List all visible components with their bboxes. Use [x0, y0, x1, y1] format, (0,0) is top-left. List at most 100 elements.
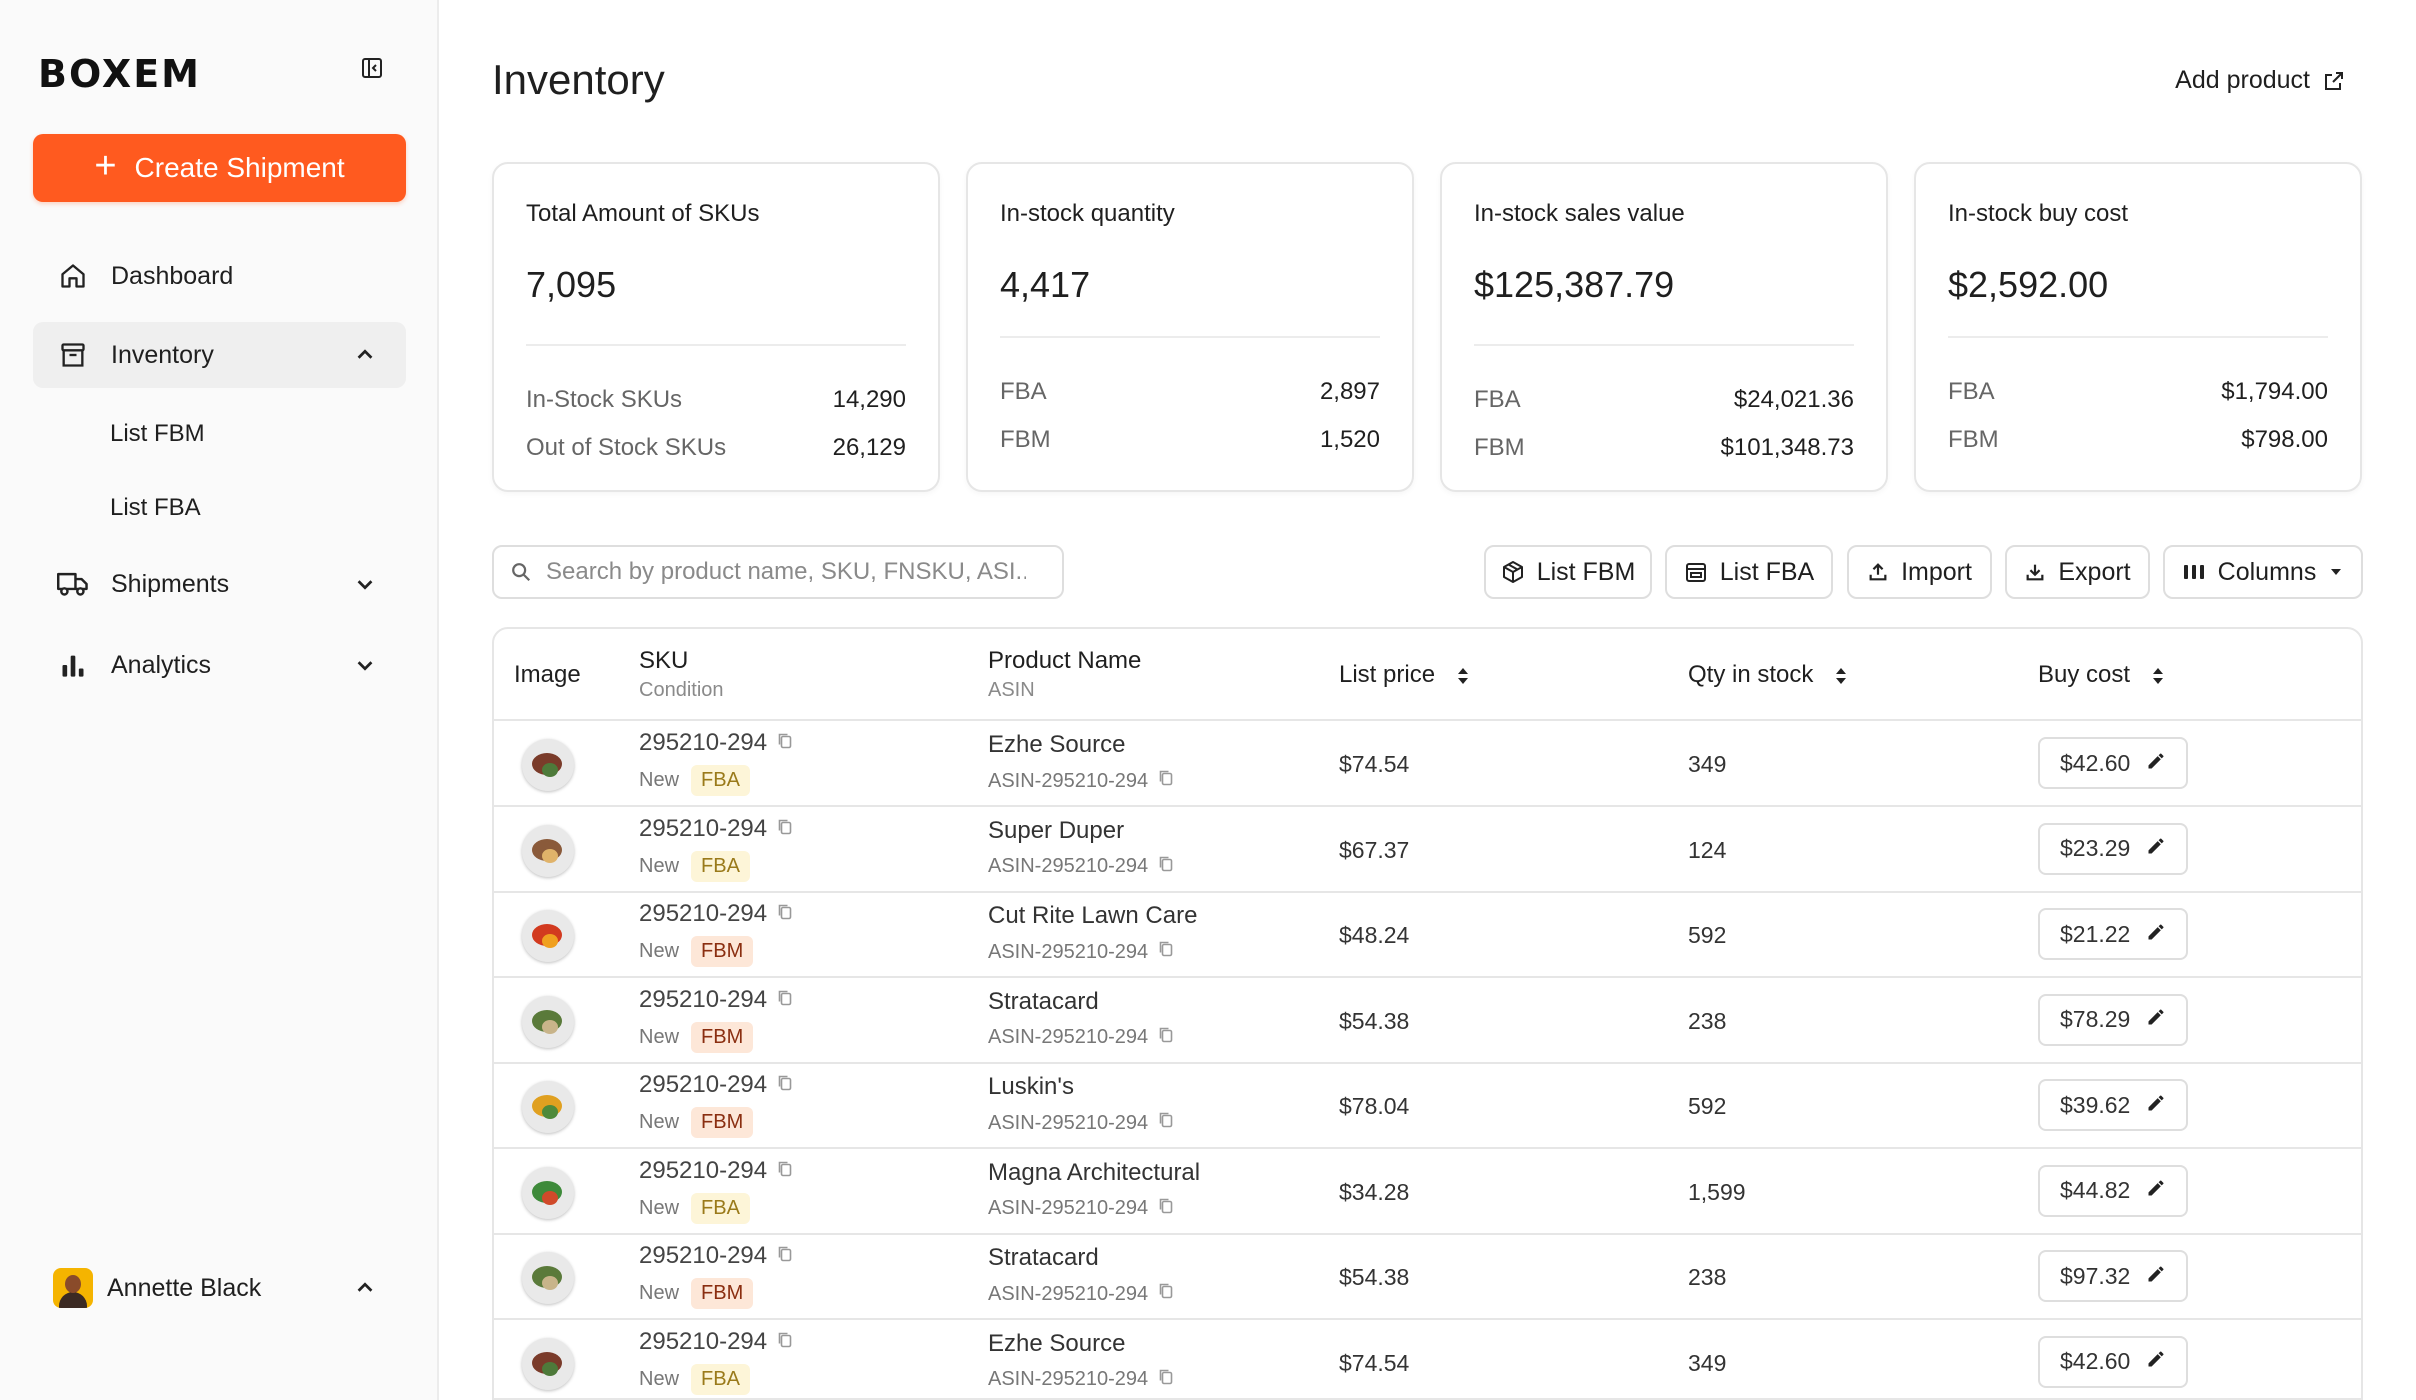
copy-icon[interactable]	[1158, 1368, 1174, 1392]
copy-icon[interactable]	[1158, 1111, 1174, 1135]
copy-icon[interactable]	[1158, 1282, 1174, 1306]
qty-in-stock: 1,599	[1688, 1178, 1746, 1205]
table-row[interactable]: 295210-294 New FBA Super Duper ASIN-295210-2…	[494, 807, 2361, 893]
product-name: Luskin's	[988, 1073, 1074, 1100]
sidebar-item-shipments[interactable]: Shipments	[33, 551, 406, 617]
buy-cost-edit-button[interactable]: $44.82	[2038, 1164, 2188, 1217]
product-thumbnail[interactable]	[522, 1081, 574, 1133]
columns-label: Columns	[2217, 557, 2317, 586]
product-name: Magna Architectural	[988, 1158, 1201, 1186]
copy-icon[interactable]	[777, 1071, 793, 1099]
pencil-icon	[2146, 1092, 2166, 1119]
copy-icon[interactable]	[777, 815, 793, 843]
table-row[interactable]: 295210-294 New FBA Ezhe Source ASIN-295210-2…	[494, 721, 2361, 807]
asin-cell: ASIN-295210-294	[988, 769, 1174, 793]
buy-cost-edit-button[interactable]: $78.29	[2038, 993, 2188, 1046]
sku-cell: 295210-294	[639, 1157, 793, 1185]
sidebar-collapse-icon	[362, 58, 382, 78]
home-icon	[57, 260, 89, 292]
columns-dropdown[interactable]: Columns	[2163, 545, 2363, 599]
buy-cost-edit-button[interactable]: $21.22	[2038, 908, 2188, 960]
copy-icon[interactable]	[777, 1242, 793, 1270]
sidebar-item-analytics[interactable]: Analytics	[33, 632, 406, 698]
buy-cost-value: $97.32	[2060, 1262, 2131, 1289]
table-row[interactable]: 295210-294 New FBM Luskin's ASIN-295210-294 $…	[494, 1063, 2361, 1149]
chevron-down-icon[interactable]	[352, 571, 378, 597]
sort-icon[interactable]	[2151, 666, 2165, 686]
table-row[interactable]: 295210-294 New FBM Stratacard ASIN-295210-29…	[494, 1234, 2361, 1320]
buy-cost-edit-button[interactable]: $23.29	[2038, 822, 2188, 875]
copy-icon[interactable]	[1158, 940, 1174, 964]
stat-value: 4,417	[1000, 264, 1091, 305]
copy-icon[interactable]	[1158, 1197, 1174, 1221]
stat-row: FBM $798.00	[1948, 426, 2328, 454]
create-shipment-button[interactable]: + Create Shipment	[33, 134, 406, 202]
sidebar-collapse-button[interactable]	[358, 54, 386, 82]
pencil-icon	[2146, 1263, 2166, 1290]
sku-cell: 295210-294	[639, 1242, 793, 1270]
search-box[interactable]	[492, 545, 1064, 599]
col-qty[interactable]: Qty in stock	[1688, 661, 1848, 689]
sidebar-item-dashboard[interactable]: Dashboard	[33, 243, 406, 309]
chevron-up-icon[interactable]	[352, 342, 378, 368]
product-thumbnail[interactable]	[522, 1252, 574, 1304]
col-buy-cost-label: Buy cost	[2038, 661, 2131, 688]
copy-icon[interactable]	[777, 900, 793, 928]
chevron-up-icon[interactable]	[352, 1275, 378, 1301]
list-fba-button[interactable]: List FBA	[1665, 545, 1833, 599]
stat-label: Total Amount of SKUs	[526, 200, 760, 227]
product-thumbnail[interactable]	[522, 1166, 574, 1219]
pencil-icon	[2146, 921, 2166, 948]
user-name: Annette Black	[107, 1273, 262, 1302]
search-input[interactable]	[546, 558, 1026, 586]
table-row[interactable]: 295210-294 New FBA Magna Architectural ASIN-…	[494, 1149, 2361, 1235]
col-list-price[interactable]: List price	[1339, 661, 1470, 689]
list-fbm-button[interactable]: List FBM	[1484, 545, 1652, 599]
sidebar-item-inventory[interactable]: Inventory	[33, 322, 406, 388]
copy-icon[interactable]	[777, 986, 793, 1014]
sku-value: 295210-294	[639, 985, 768, 1013]
sort-icon[interactable]	[1834, 666, 1848, 686]
export-button[interactable]: Export	[2005, 545, 2150, 599]
user-menu[interactable]: Annette Black	[33, 1260, 406, 1316]
condition-cell: New FBM	[639, 1021, 754, 1053]
buy-cost-edit-button[interactable]: $39.62	[2038, 1079, 2188, 1131]
condition-cell: New FBA	[639, 1363, 750, 1395]
col-product[interactable]: Product Name ASIN	[988, 647, 1141, 702]
sort-icon[interactable]	[1456, 666, 1470, 686]
boxem-logo[interactable]: BOXEM	[38, 52, 201, 96]
product-name: Stratacard	[988, 987, 1099, 1015]
sidebar-item-list-fbm[interactable]: List FBM	[110, 420, 205, 447]
buy-cost-edit-button[interactable]: $97.32	[2038, 1250, 2188, 1302]
copy-icon[interactable]	[1158, 769, 1174, 793]
sku-cell: 295210-294	[639, 1328, 793, 1356]
product-thumbnail[interactable]	[522, 739, 574, 791]
table-row[interactable]: 295210-294 New FBM Cut Rite Lawn Care ASIN-2…	[494, 892, 2361, 978]
add-product-button[interactable]: Add product	[2175, 66, 2346, 95]
product-thumbnail[interactable]	[522, 824, 574, 877]
product-thumbnail[interactable]	[522, 1337, 574, 1390]
stat-row-value: 26,129	[832, 434, 906, 461]
sidebar-item-list-fba[interactable]: List FBA	[110, 494, 201, 521]
copy-icon[interactable]	[777, 1157, 793, 1185]
buy-cost-value: $42.60	[2060, 1348, 2131, 1374]
asin-cell: ASIN-295210-294	[988, 940, 1174, 964]
stat-row-value: $24,021.36	[1733, 386, 1854, 413]
copy-icon[interactable]	[777, 1328, 793, 1356]
col-sku[interactable]: SKU Condition	[639, 647, 724, 702]
copy-icon[interactable]	[777, 729, 793, 757]
product-thumbnail[interactable]	[522, 910, 574, 962]
copy-icon[interactable]	[1158, 855, 1174, 879]
copy-icon[interactable]	[1158, 1026, 1174, 1050]
stat-label: In-stock buy cost	[1948, 200, 2129, 227]
import-button[interactable]: Import	[1847, 545, 1992, 599]
plus-icon: +	[94, 145, 117, 187]
condition-cell: New FBM	[639, 1107, 754, 1138]
product-thumbnail[interactable]	[522, 995, 574, 1048]
chevron-down-icon[interactable]	[352, 652, 378, 678]
buy-cost-edit-button[interactable]: $42.60	[2038, 737, 2188, 789]
table-row[interactable]: 295210-294 New FBA Ezhe Source ASIN-295210-2…	[494, 1320, 2361, 1399]
col-buy-cost[interactable]: Buy cost	[2038, 661, 2165, 689]
table-row[interactable]: 295210-294 New FBM Stratacard ASIN-295210-29…	[494, 978, 2361, 1064]
buy-cost-edit-button[interactable]: $42.60	[2038, 1335, 2188, 1388]
